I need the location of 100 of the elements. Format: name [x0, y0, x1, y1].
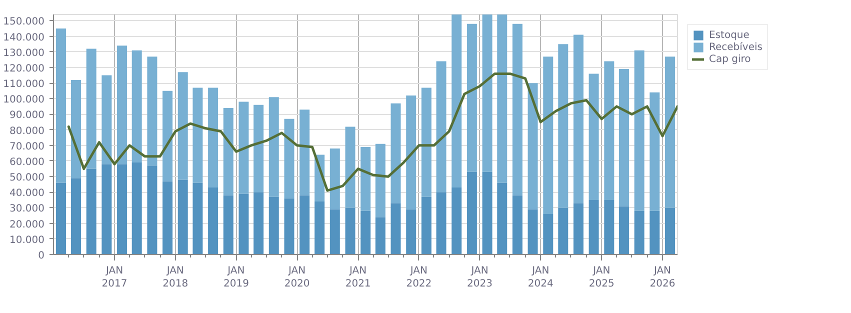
bar — [543, 214, 554, 254]
y-tick-label: 80.000 — [10, 126, 45, 137]
x-tick-label: JAN 2026 — [650, 266, 676, 290]
bar — [132, 162, 142, 254]
bar — [117, 164, 128, 254]
y-tick-label: 100.000 — [3, 94, 45, 106]
bar — [268, 196, 279, 254]
x-tick-label: JAN 2025 — [588, 266, 614, 290]
bar — [421, 88, 432, 197]
bar — [330, 209, 340, 254]
x-tick-label: JAN 2021 — [345, 266, 371, 290]
legend-label: Cap giro — [709, 53, 751, 65]
bar — [268, 97, 279, 197]
bar — [71, 178, 82, 254]
bar — [192, 182, 203, 254]
bar — [497, 182, 508, 254]
x-tick-label: JAN 2020 — [284, 266, 310, 290]
bar — [178, 180, 188, 254]
x-tick-label: JAN 2022 — [406, 266, 432, 290]
bar — [284, 118, 294, 198]
bar — [406, 209, 416, 254]
bar — [452, 187, 462, 254]
bar — [238, 194, 249, 254]
bar — [254, 192, 264, 254]
bar — [102, 75, 112, 164]
bar — [345, 126, 356, 208]
y-tick-label: 30.000 — [10, 204, 45, 215]
y-tick-label: 90.000 — [10, 110, 45, 122]
bar — [588, 74, 599, 200]
bar — [573, 34, 584, 204]
y-tick-label: 70.000 — [10, 141, 45, 152]
bar — [558, 44, 568, 208]
y-tick-label: 60.000 — [10, 156, 45, 168]
bar — [300, 195, 310, 254]
y-tick-label: 10.000 — [10, 234, 45, 246]
bar — [390, 203, 401, 254]
bar — [86, 168, 96, 254]
bar — [56, 182, 66, 254]
bar — [634, 50, 644, 211]
y-tick-label: 50.000 — [10, 172, 45, 184]
bar — [147, 56, 158, 166]
bar — [512, 195, 522, 254]
bar — [558, 208, 568, 254]
bar — [512, 24, 522, 196]
bar — [664, 208, 675, 254]
y-tick-label: 20.000 — [10, 219, 45, 230]
bar — [345, 208, 356, 254]
bar — [618, 69, 629, 206]
bar — [360, 146, 371, 211]
bar — [117, 46, 128, 164]
bar — [482, 172, 492, 254]
bar — [573, 203, 584, 254]
y-tick-label: 150.000 — [3, 16, 45, 28]
bar — [528, 83, 538, 210]
y-tick-label: 140.000 — [3, 32, 45, 44]
bar — [192, 88, 203, 183]
bar — [147, 166, 158, 254]
y-tick-label: 120.000 — [3, 63, 45, 74]
bar — [254, 104, 264, 192]
bar — [421, 196, 432, 254]
bar — [360, 210, 371, 254]
bar — [390, 103, 401, 204]
bar — [604, 61, 614, 200]
bar — [208, 88, 218, 188]
y-tick-label: 40.000 — [10, 188, 45, 200]
y-tick-label: 110.000 — [3, 79, 45, 90]
bar — [162, 90, 173, 182]
y-tick-label: 0 — [38, 250, 45, 262]
bar — [375, 217, 386, 254]
bar — [314, 202, 325, 254]
x-tick-label: JAN 2017 — [102, 266, 128, 290]
bar — [375, 144, 386, 218]
bar — [497, 14, 508, 183]
bar — [664, 56, 675, 208]
bar — [452, 14, 462, 188]
bar — [86, 48, 96, 169]
legend-label: Estoque — [709, 29, 750, 41]
y-tick-label: 130.000 — [3, 48, 45, 59]
bar — [71, 80, 82, 178]
x-tick-label: JAN 2018 — [162, 266, 188, 290]
bar — [102, 164, 112, 254]
bar — [466, 24, 477, 172]
bar — [284, 198, 294, 254]
bar — [208, 187, 218, 254]
bar — [604, 200, 614, 254]
bar — [238, 102, 249, 194]
bar — [543, 56, 554, 214]
bar — [466, 172, 477, 254]
bar — [528, 209, 538, 254]
bar — [330, 148, 340, 210]
bar — [618, 206, 629, 254]
bar — [650, 92, 660, 211]
bar — [406, 96, 416, 210]
bar — [300, 110, 310, 196]
bar — [56, 28, 66, 183]
bar — [178, 72, 188, 180]
line-series — [67, 72, 678, 192]
legend-label: Recebíveis — [709, 41, 762, 53]
bar — [223, 195, 234, 254]
bar — [162, 181, 173, 254]
